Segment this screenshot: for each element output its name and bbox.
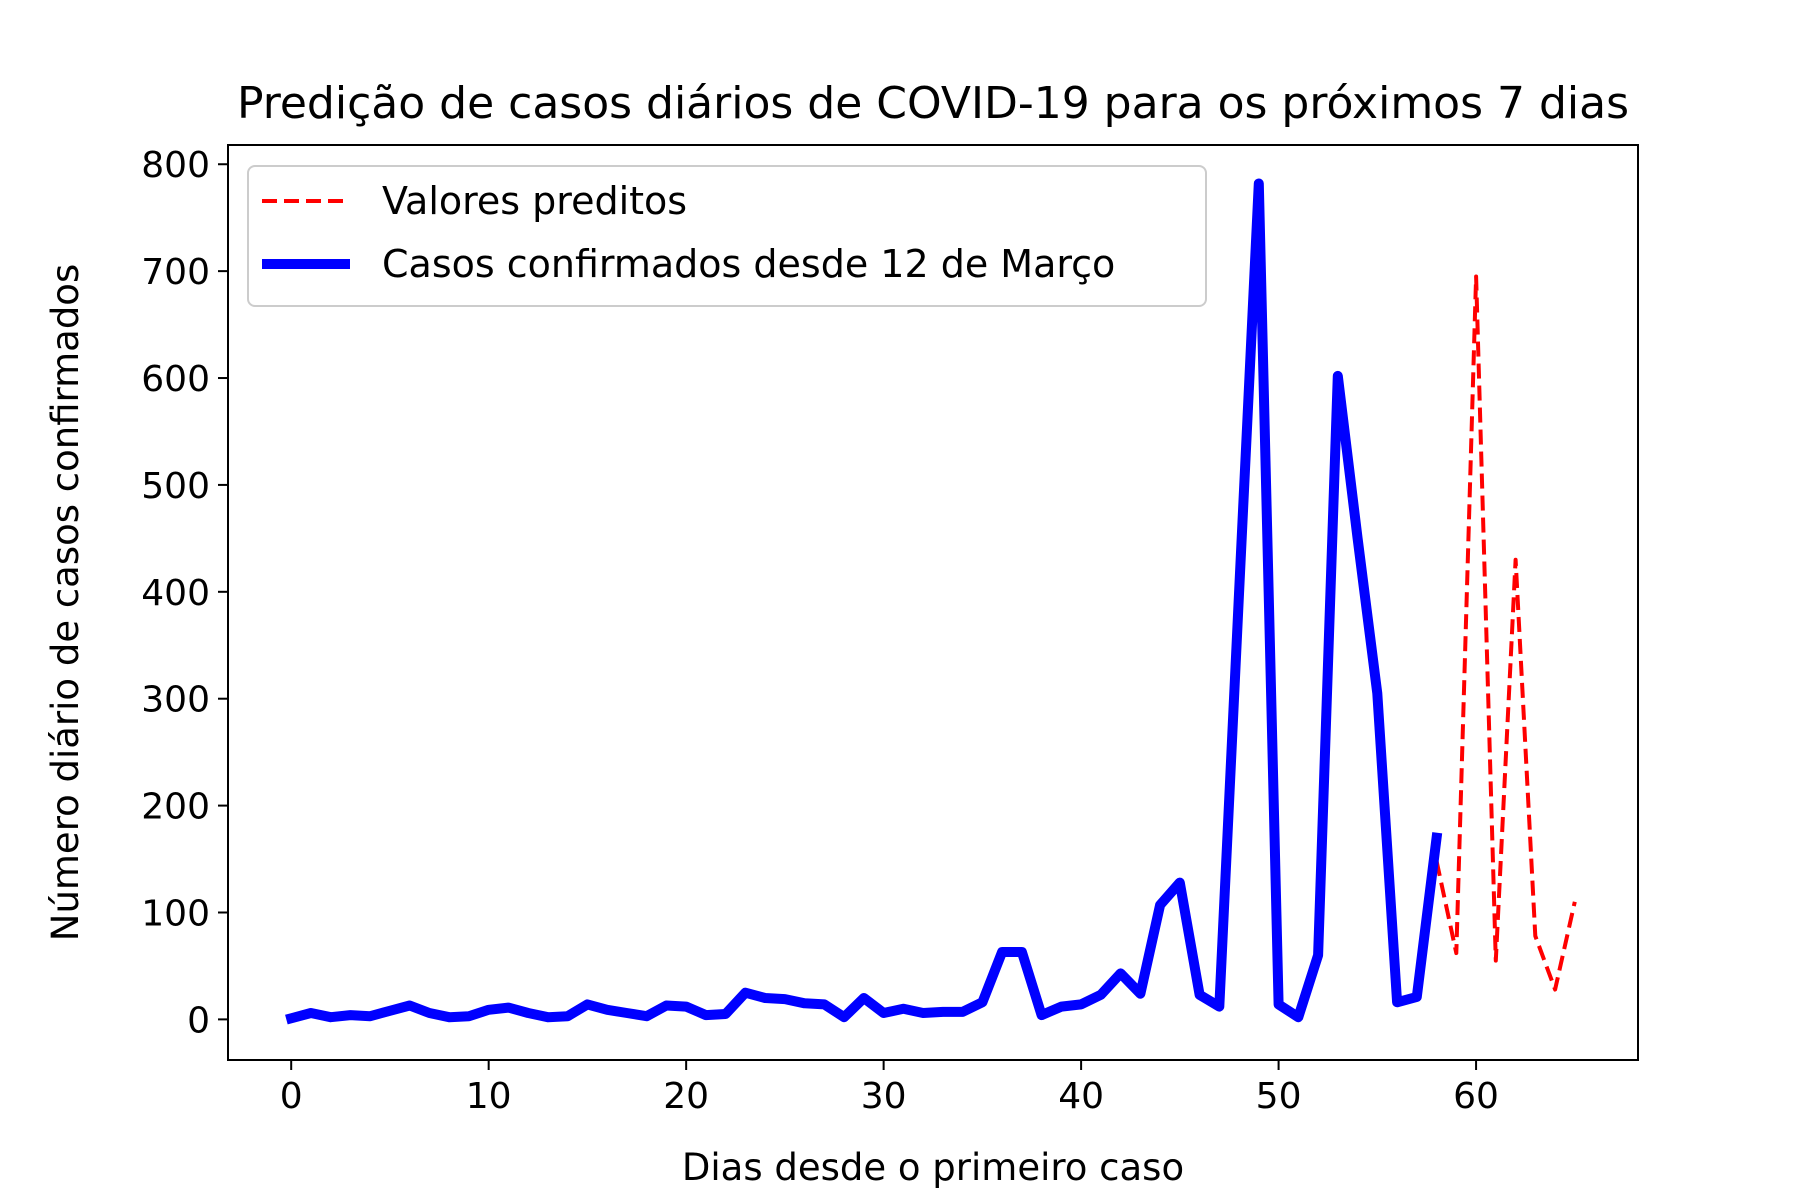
- y-tick-label: 500: [141, 466, 210, 507]
- y-axis-label: Número diário de casos confirmados: [44, 264, 87, 941]
- data-point: [903, 1008, 904, 1009]
- series-line-1: [285, 178, 1443, 1025]
- data-point: [804, 1003, 805, 1004]
- y-tick-label: 0: [187, 1000, 210, 1041]
- data-point: [310, 1012, 311, 1013]
- data-point: [291, 1018, 292, 1019]
- data-point: [587, 1004, 588, 1005]
- legend-label-1: Casos confirmados desde 12 de Março: [382, 242, 1115, 286]
- legend-label-0: Valores preditos: [382, 179, 687, 223]
- chart-title: Predição de casos diários de COVID-19 pa…: [237, 78, 1629, 129]
- data-point: [1002, 952, 1003, 953]
- data-point: [962, 1011, 963, 1012]
- x-tick-label: 40: [1058, 1076, 1104, 1117]
- data-point: [1021, 952, 1022, 953]
- y-tick-label: 300: [141, 680, 210, 721]
- data-point: [1535, 936, 1536, 937]
- data-point: [883, 1012, 884, 1013]
- data-point: [449, 1017, 450, 1018]
- data-point: [1515, 559, 1516, 560]
- data-point: [982, 1002, 983, 1003]
- x-tick-label: 10: [466, 1076, 512, 1117]
- data-point: [607, 1009, 608, 1010]
- data-point: [725, 1014, 726, 1015]
- data-point: [765, 998, 766, 999]
- data-point: [1318, 955, 1319, 956]
- data-point: [547, 1017, 548, 1018]
- data-point: [686, 1006, 687, 1007]
- data-point: [389, 1010, 390, 1011]
- data-point: [1199, 994, 1200, 995]
- y-tick-label: 600: [141, 359, 210, 400]
- data-point: [666, 1005, 667, 1006]
- x-tick-label: 0: [280, 1076, 303, 1117]
- legend-box: [247, 165, 1207, 307]
- x-tick-label: 60: [1453, 1076, 1499, 1117]
- data-point: [1219, 1006, 1220, 1007]
- data-point: [567, 1016, 568, 1017]
- data-point: [1397, 1002, 1398, 1003]
- data-point: [1160, 905, 1161, 906]
- data-point: [1574, 901, 1575, 902]
- data-point: [1258, 183, 1259, 184]
- data-point: [646, 1016, 647, 1017]
- data-point: [745, 992, 746, 993]
- data-point: [942, 1011, 943, 1012]
- data-point: [508, 1007, 509, 1008]
- series-line-0: [1434, 274, 1577, 992]
- data-point: [1239, 591, 1240, 592]
- data-point: [844, 1017, 845, 1018]
- data-point: [1081, 1004, 1082, 1005]
- plot-frame: [227, 144, 1639, 1061]
- y-tick-label: 400: [141, 573, 210, 614]
- data-point: [1476, 276, 1477, 277]
- data-point: [488, 1009, 489, 1010]
- data-point: [705, 1015, 706, 1016]
- data-point: [409, 1005, 410, 1006]
- data-point: [1357, 538, 1358, 539]
- x-tick-label: 50: [1256, 1076, 1302, 1117]
- data-point: [1416, 996, 1417, 997]
- data-point: [370, 1016, 371, 1017]
- y-tick-label: 100: [141, 893, 210, 934]
- data-point: [1377, 693, 1378, 694]
- data-point: [429, 1012, 430, 1013]
- data-point: [923, 1012, 924, 1013]
- data-point: [1041, 1015, 1042, 1016]
- y-tick-label: 200: [141, 787, 210, 828]
- data-point: [468, 1016, 469, 1017]
- y-tick-label: 800: [141, 145, 210, 186]
- x-axis-label: Dias desde o primeiro caso: [682, 1146, 1184, 1189]
- data-point: [1140, 993, 1141, 994]
- data-point: [824, 1004, 825, 1005]
- data-point: [1120, 973, 1121, 974]
- data-point: [1298, 1017, 1299, 1018]
- data-point: [1100, 994, 1101, 995]
- data-point: [784, 999, 785, 1000]
- data-point: [350, 1015, 351, 1016]
- data-point: [1456, 953, 1457, 954]
- series-layer: [285, 178, 1577, 1025]
- x-tick-label: 30: [861, 1076, 907, 1117]
- data-point: [1555, 989, 1556, 990]
- data-point: [1061, 1006, 1062, 1007]
- data-point: [626, 1012, 627, 1013]
- legend: Valores preditos Casos confirmados desde …: [247, 165, 1207, 307]
- data-point: [1495, 960, 1496, 961]
- y-tick-label: 700: [141, 252, 210, 293]
- data-point: [1337, 375, 1338, 376]
- data-point: [863, 998, 864, 999]
- data-point: [1179, 882, 1180, 883]
- data-point: [1278, 1004, 1279, 1005]
- data-point: [1436, 837, 1437, 838]
- data-point: [330, 1017, 331, 1018]
- x-tick-label: 20: [663, 1076, 709, 1117]
- data-point: [528, 1012, 529, 1013]
